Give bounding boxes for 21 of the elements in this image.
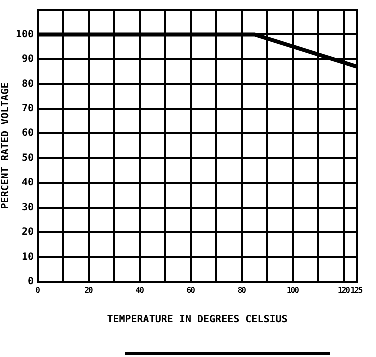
x-axis-title: TEMPERATURE IN DEGREES CELSIUS (107, 314, 288, 326)
x-tick-label: 80 (238, 286, 247, 296)
x-tick-label: 125 (350, 286, 364, 296)
y-axis-title: PERCENT RATED VOLTAGE (0, 82, 12, 210)
y-tick-label: 20 (22, 227, 34, 238)
x-tick-label: 40 (136, 286, 145, 296)
y-tick-label: 100 (16, 29, 34, 40)
y-tick-label: 90 (22, 54, 34, 66)
y-tick-label: 50 (22, 152, 34, 164)
x-tick-label: 0 (36, 286, 41, 296)
y-tick-label: 30 (22, 202, 34, 214)
y-tick-label: 60 (22, 128, 34, 140)
x-tick-label: 60 (186, 286, 196, 296)
x-tick-label: 20 (84, 286, 94, 296)
x-tick-label: 100 (286, 286, 300, 296)
y-tick-label: 70 (22, 104, 34, 115)
y-tick-label: 10 (22, 252, 34, 263)
y-tick-label: 0 (28, 276, 34, 288)
y-tick-label: 40 (22, 178, 34, 189)
x-tick-label: 120 (338, 286, 351, 296)
y-tick-label: 80 (22, 78, 34, 90)
